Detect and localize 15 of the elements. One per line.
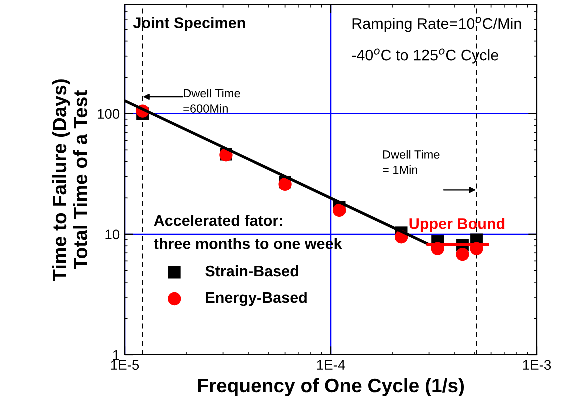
annotation: -40$^{o}$C to 125$^{o}$C Cycle [352,48,498,64]
y-tick-label: 1 [113,350,120,360]
annotation: Dwell Time = 1Min [383,150,440,174]
y-tick-label: 10 [106,230,120,240]
annotation: Upper Bound [410,218,505,232]
legend-label: Strain-Based [206,265,298,277]
x-tick-label: 1E-5 [111,360,140,370]
x-axis-title: Frequency of One Cycle (1/s) [198,378,464,396]
legend-label: Energy-Based [206,292,307,306]
annotation: Dwell Time =600Min [184,89,240,113]
annotation: Joint Specimen [133,17,246,32]
y-tick-label: 100 [98,109,120,120]
y-axis-title: Time to Failure (Days) Total Time of a Test [52,80,88,282]
x-tick-label: 1E-4 [317,360,346,370]
x-tick-label: 1E-3 [523,360,552,370]
